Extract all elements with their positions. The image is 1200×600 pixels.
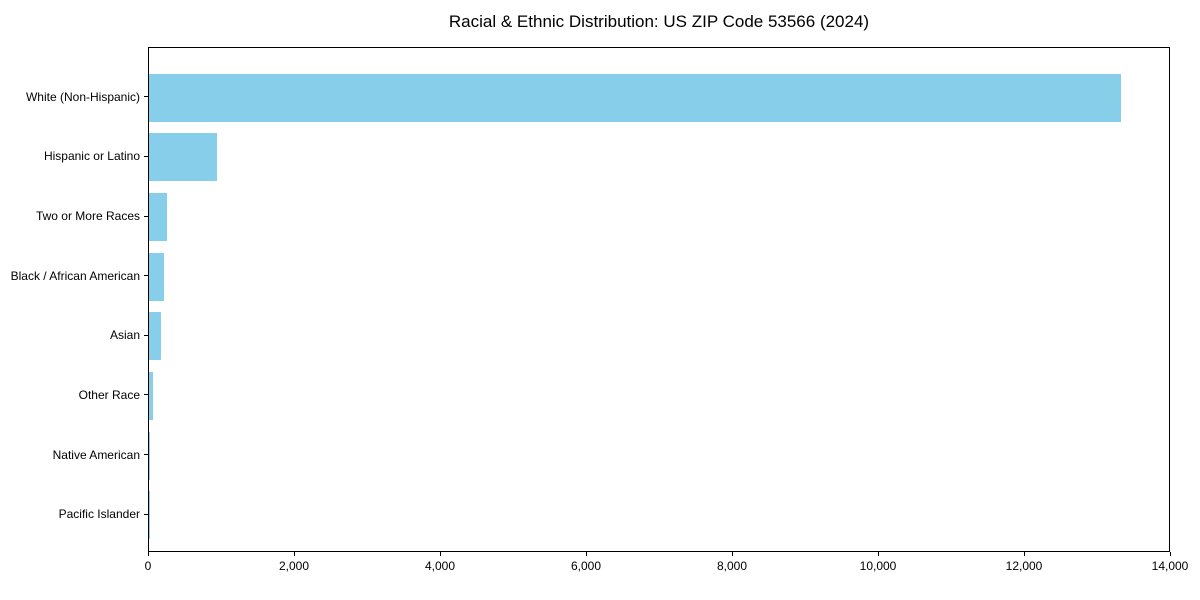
x-axis-label: 4,000 xyxy=(424,559,456,573)
y-tick xyxy=(144,215,148,217)
bar-white-non-hispanic xyxy=(149,73,1121,122)
x-axis-label: 0 xyxy=(144,559,152,573)
bar-two-or-more-races xyxy=(149,193,168,242)
x-axis-label: 8,000 xyxy=(716,559,748,573)
y-axis-label: Two or More Races xyxy=(35,209,140,224)
y-tick xyxy=(144,275,148,277)
bar-other-race xyxy=(149,371,153,420)
x-tick xyxy=(585,552,587,556)
y-tick xyxy=(144,155,148,157)
x-axis-label: 12,000 xyxy=(1005,559,1043,573)
y-axis-label: Native American xyxy=(52,447,140,462)
x-tick xyxy=(439,552,441,556)
x-tick xyxy=(147,552,149,556)
bar-native-american xyxy=(149,431,150,480)
x-tick xyxy=(293,552,295,556)
y-axis-label: Pacific Islander xyxy=(58,507,140,522)
x-axis-label: 14,000 xyxy=(1151,559,1189,573)
x-axis-label: 6,000 xyxy=(570,559,602,573)
y-axis-label: Black / African American xyxy=(10,268,140,283)
y-tick xyxy=(144,334,148,336)
y-axis-label: Hispanic or Latino xyxy=(43,149,140,164)
y-tick xyxy=(144,513,148,515)
bar-black-african-american xyxy=(149,252,164,301)
y-tick xyxy=(144,96,148,98)
y-axis-label: Other Race xyxy=(78,387,140,402)
x-tick xyxy=(877,552,879,556)
chart-title: Racial & Ethnic Distribution: US ZIP Cod… xyxy=(448,12,870,31)
bar-hispanic-or-latino xyxy=(149,133,218,182)
y-axis-label: Asian xyxy=(109,328,140,343)
x-tick xyxy=(1023,552,1025,556)
y-tick xyxy=(144,454,148,456)
y-tick xyxy=(144,394,148,396)
y-axis-label: White (Non-Hispanic) xyxy=(25,89,140,104)
x-axis-label: 2,000 xyxy=(278,559,310,573)
bar-asian xyxy=(149,312,161,361)
x-axis-label: 10,000 xyxy=(859,559,897,573)
x-tick xyxy=(1169,552,1171,556)
plot-area xyxy=(148,47,1170,552)
x-tick xyxy=(731,552,733,556)
